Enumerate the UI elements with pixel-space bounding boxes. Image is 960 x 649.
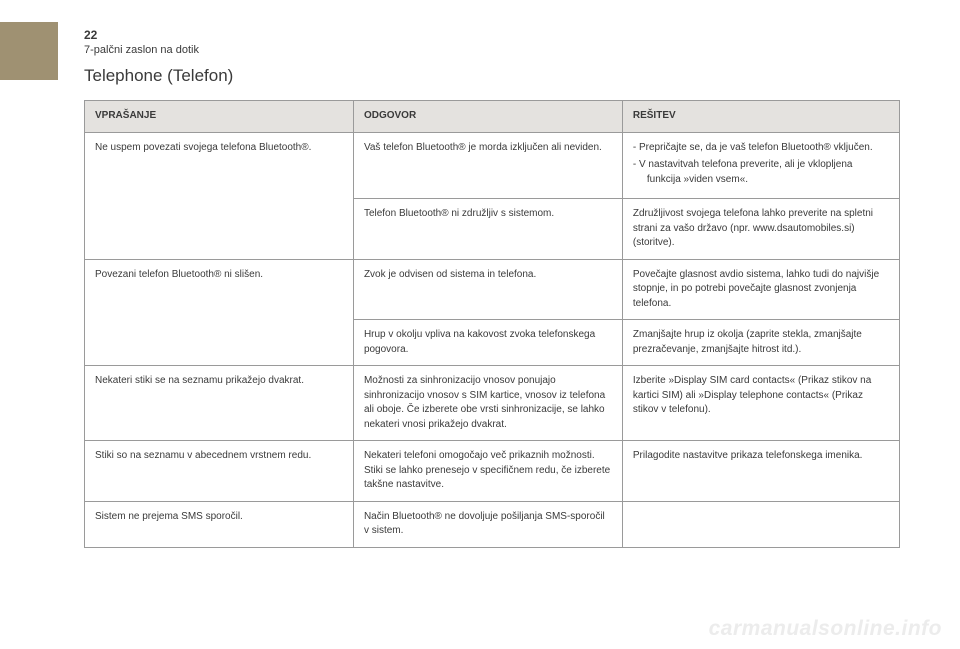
solution-item: V nastavitvah telefona preverite, ali je… <box>633 158 889 187</box>
header-solution: REŠITEV <box>622 101 899 133</box>
cell-solution: Izberite »Display SIM card contacts« (Pr… <box>622 366 899 441</box>
cell-answer: Telefon Bluetooth® ni združljiv s sistem… <box>353 199 622 260</box>
cell-solution: Združljivost svojega telefona lahko prev… <box>622 199 899 260</box>
cell-answer: Hrup v okolju vpliva na kakovost zvoka t… <box>353 320 622 366</box>
cell-solution: Prilagodite nastavitve prikaza telefonsk… <box>622 441 899 502</box>
cell-answer: Možnosti za sinhronizacijo vnosov ponuja… <box>353 366 622 441</box>
page-title: Telephone (Telefon) <box>84 66 900 86</box>
cell-question: Nekateri stiki se na seznamu prikažejo d… <box>85 366 354 441</box>
table-row: Nekateri stiki se na seznamu prikažejo d… <box>85 366 900 441</box>
cell-answer: Vaš telefon Bluetooth® je morda izključe… <box>353 132 622 199</box>
solution-list: Prepričajte se, da je vaš telefon Blueto… <box>633 141 889 188</box>
page-number: 22 <box>84 28 900 42</box>
faq-table: VPRAŠANJE ODGOVOR REŠITEV Ne uspem povez… <box>84 100 900 548</box>
cell-question: Povezani telefon Bluetooth® ni slišen. <box>85 259 354 366</box>
cell-question: Ne uspem povezati svojega telefona Bluet… <box>85 132 354 259</box>
watermark-text: carmanualsonline.info <box>709 617 942 641</box>
table-row: Povezani telefon Bluetooth® ni slišen. Z… <box>85 259 900 320</box>
table-row: Sistem ne prejema SMS sporočil. Način Bl… <box>85 501 900 547</box>
page-container: 22 7-palčni zaslon na dotik Telephone (T… <box>0 0 960 649</box>
cell-answer: Način Bluetooth® ne dovoljuje pošiljanja… <box>353 501 622 547</box>
side-tab-marker <box>0 22 58 80</box>
cell-answer: Zvok je odvisen od sistema in telefona. <box>353 259 622 320</box>
cell-solution: Zmanjšajte hrup iz okolja (zaprite stekl… <box>622 320 899 366</box>
cell-solution: Prepričajte se, da je vaš telefon Blueto… <box>622 132 899 199</box>
cell-solution: Povečajte glasnost avdio sistema, lahko … <box>622 259 899 320</box>
header-answer: ODGOVOR <box>353 101 622 133</box>
cell-answer: Nekateri telefoni omogočajo več prikazni… <box>353 441 622 502</box>
cell-question: Stiki so na seznamu v abecednem vrstnem … <box>85 441 354 502</box>
table-row: Stiki so na seznamu v abecednem vrstnem … <box>85 441 900 502</box>
cell-solution <box>622 501 899 547</box>
table-header-row: VPRAŠANJE ODGOVOR REŠITEV <box>85 101 900 133</box>
solution-item: Prepričajte se, da je vaš telefon Blueto… <box>633 141 889 156</box>
header-question: VPRAŠANJE <box>85 101 354 133</box>
cell-question: Sistem ne prejema SMS sporočil. <box>85 501 354 547</box>
section-label: 7-palčni zaslon na dotik <box>84 44 900 56</box>
table-row: Ne uspem povezati svojega telefona Bluet… <box>85 132 900 199</box>
